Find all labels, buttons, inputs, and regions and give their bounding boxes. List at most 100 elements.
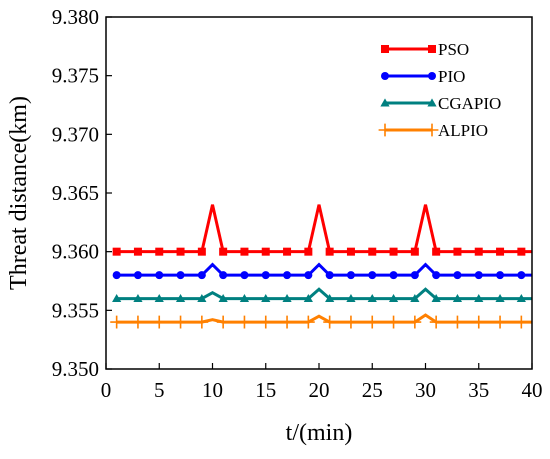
data-point-pso (197, 247, 206, 256)
data-point-cgapio (495, 294, 505, 303)
data-point-alpio (131, 315, 145, 329)
series-pso (112, 204, 532, 256)
data-point-pso (517, 247, 526, 256)
data-point-cgapio (452, 294, 463, 303)
data-point-alpio (344, 315, 358, 329)
series-pio (112, 262, 532, 280)
data-point-pio (496, 271, 505, 280)
data-point-cgapio (239, 294, 250, 303)
legend-label: CGAPIO (438, 94, 501, 113)
data-point-pso (325, 247, 334, 256)
data-point-pio (453, 271, 462, 280)
legend-marker (381, 45, 389, 53)
y-tick-label: 9.360 (52, 240, 99, 264)
legend-marker (428, 72, 436, 80)
data-point-pso (176, 247, 185, 256)
y-tick-label: 9.365 (52, 181, 99, 205)
data-point-pio (133, 271, 142, 280)
x-tick-label: 30 (415, 378, 436, 402)
series-layer (110, 204, 532, 329)
data-point-pio (219, 271, 228, 280)
data-point-cgapio (410, 294, 420, 303)
legend-entry-cgapio: CGAPIO (380, 94, 501, 113)
data-point-alpio (195, 315, 209, 329)
y-tick-label: 9.380 (52, 5, 99, 29)
data-point-pso (219, 247, 228, 256)
data-point-cgapio (474, 294, 484, 303)
data-point-alpio (514, 315, 528, 329)
data-point-pso (112, 247, 121, 256)
data-point-alpio (323, 315, 337, 329)
data-point-alpio (493, 315, 507, 329)
legend-marker (428, 45, 436, 53)
data-point-pio (197, 271, 206, 280)
data-point-cgapio (325, 294, 335, 303)
x-tick-label: 0 (101, 378, 112, 402)
data-point-alpio (451, 315, 464, 329)
data-point-pso (368, 247, 377, 256)
data-point-alpio (174, 315, 187, 329)
data-point-pio (517, 271, 526, 280)
y-tick-label: 9.370 (52, 122, 99, 146)
legend-marker (381, 72, 389, 80)
data-point-cgapio (367, 294, 377, 303)
data-point-cgapio (346, 294, 356, 303)
legend-entry-pso: PSO (381, 40, 469, 59)
data-point-alpio (110, 315, 124, 329)
series-alpio (110, 313, 532, 329)
data-point-cgapio (133, 294, 143, 303)
data-point-alpio (408, 315, 422, 329)
data-point-pio (389, 271, 398, 280)
data-point-alpio (238, 315, 251, 329)
legend-label: PSO (438, 40, 469, 59)
data-point-cgapio (431, 294, 441, 303)
data-point-alpio (216, 315, 230, 329)
legend-label: PIO (438, 67, 465, 86)
legend-entry-alpio: ALPIO (378, 121, 488, 140)
data-point-pio (432, 271, 441, 280)
data-point-pio (155, 271, 164, 280)
data-point-cgapio (197, 294, 207, 303)
data-point-pso (389, 247, 398, 256)
data-point-pso (346, 247, 355, 256)
data-point-cgapio (388, 294, 399, 303)
data-point-pio (346, 271, 355, 280)
data-point-pso (261, 247, 270, 256)
series-cgapio (112, 287, 532, 303)
data-point-pio (112, 271, 121, 280)
data-point-pso (410, 247, 419, 256)
data-point-pio (410, 271, 419, 280)
x-tick-label: 5 (154, 378, 165, 402)
legend-entry-pio: PIO (381, 67, 465, 86)
series-line-alpio (116, 313, 532, 324)
y-tick-label: 9.355 (52, 298, 99, 322)
data-point-cgapio (261, 294, 271, 303)
series-line-pso (116, 204, 532, 254)
data-point-pio (240, 271, 249, 280)
data-point-cgapio (516, 294, 526, 303)
x-tick-label: 20 (309, 378, 330, 402)
data-point-alpio (152, 315, 166, 329)
axis-ticks: 0 5 10 15 20 25 30 35 40 9.350 9.355 9.360 9.365 9.37… (52, 5, 543, 402)
data-point-pso (474, 247, 483, 256)
legend-marker (380, 98, 390, 107)
data-point-pso (240, 247, 249, 256)
data-point-pio (283, 271, 292, 280)
data-point-pio (474, 271, 483, 280)
x-tick-label: 40 (522, 378, 543, 402)
y-axis-title: Threat distance(km) (6, 96, 32, 290)
data-point-pio (368, 271, 377, 280)
x-tick-label: 25 (362, 378, 383, 402)
data-point-cgapio (218, 294, 228, 303)
data-point-pso (432, 247, 441, 256)
data-point-pio (176, 271, 185, 280)
data-point-pso (283, 247, 292, 256)
data-point-pso (304, 247, 313, 256)
y-tick-label: 9.375 (52, 64, 99, 88)
data-point-pso (453, 247, 462, 256)
data-point-alpio (301, 315, 315, 329)
y-tick-label: 9.350 (52, 357, 99, 381)
data-point-alpio (365, 315, 379, 329)
x-tick-label: 15 (255, 378, 276, 402)
